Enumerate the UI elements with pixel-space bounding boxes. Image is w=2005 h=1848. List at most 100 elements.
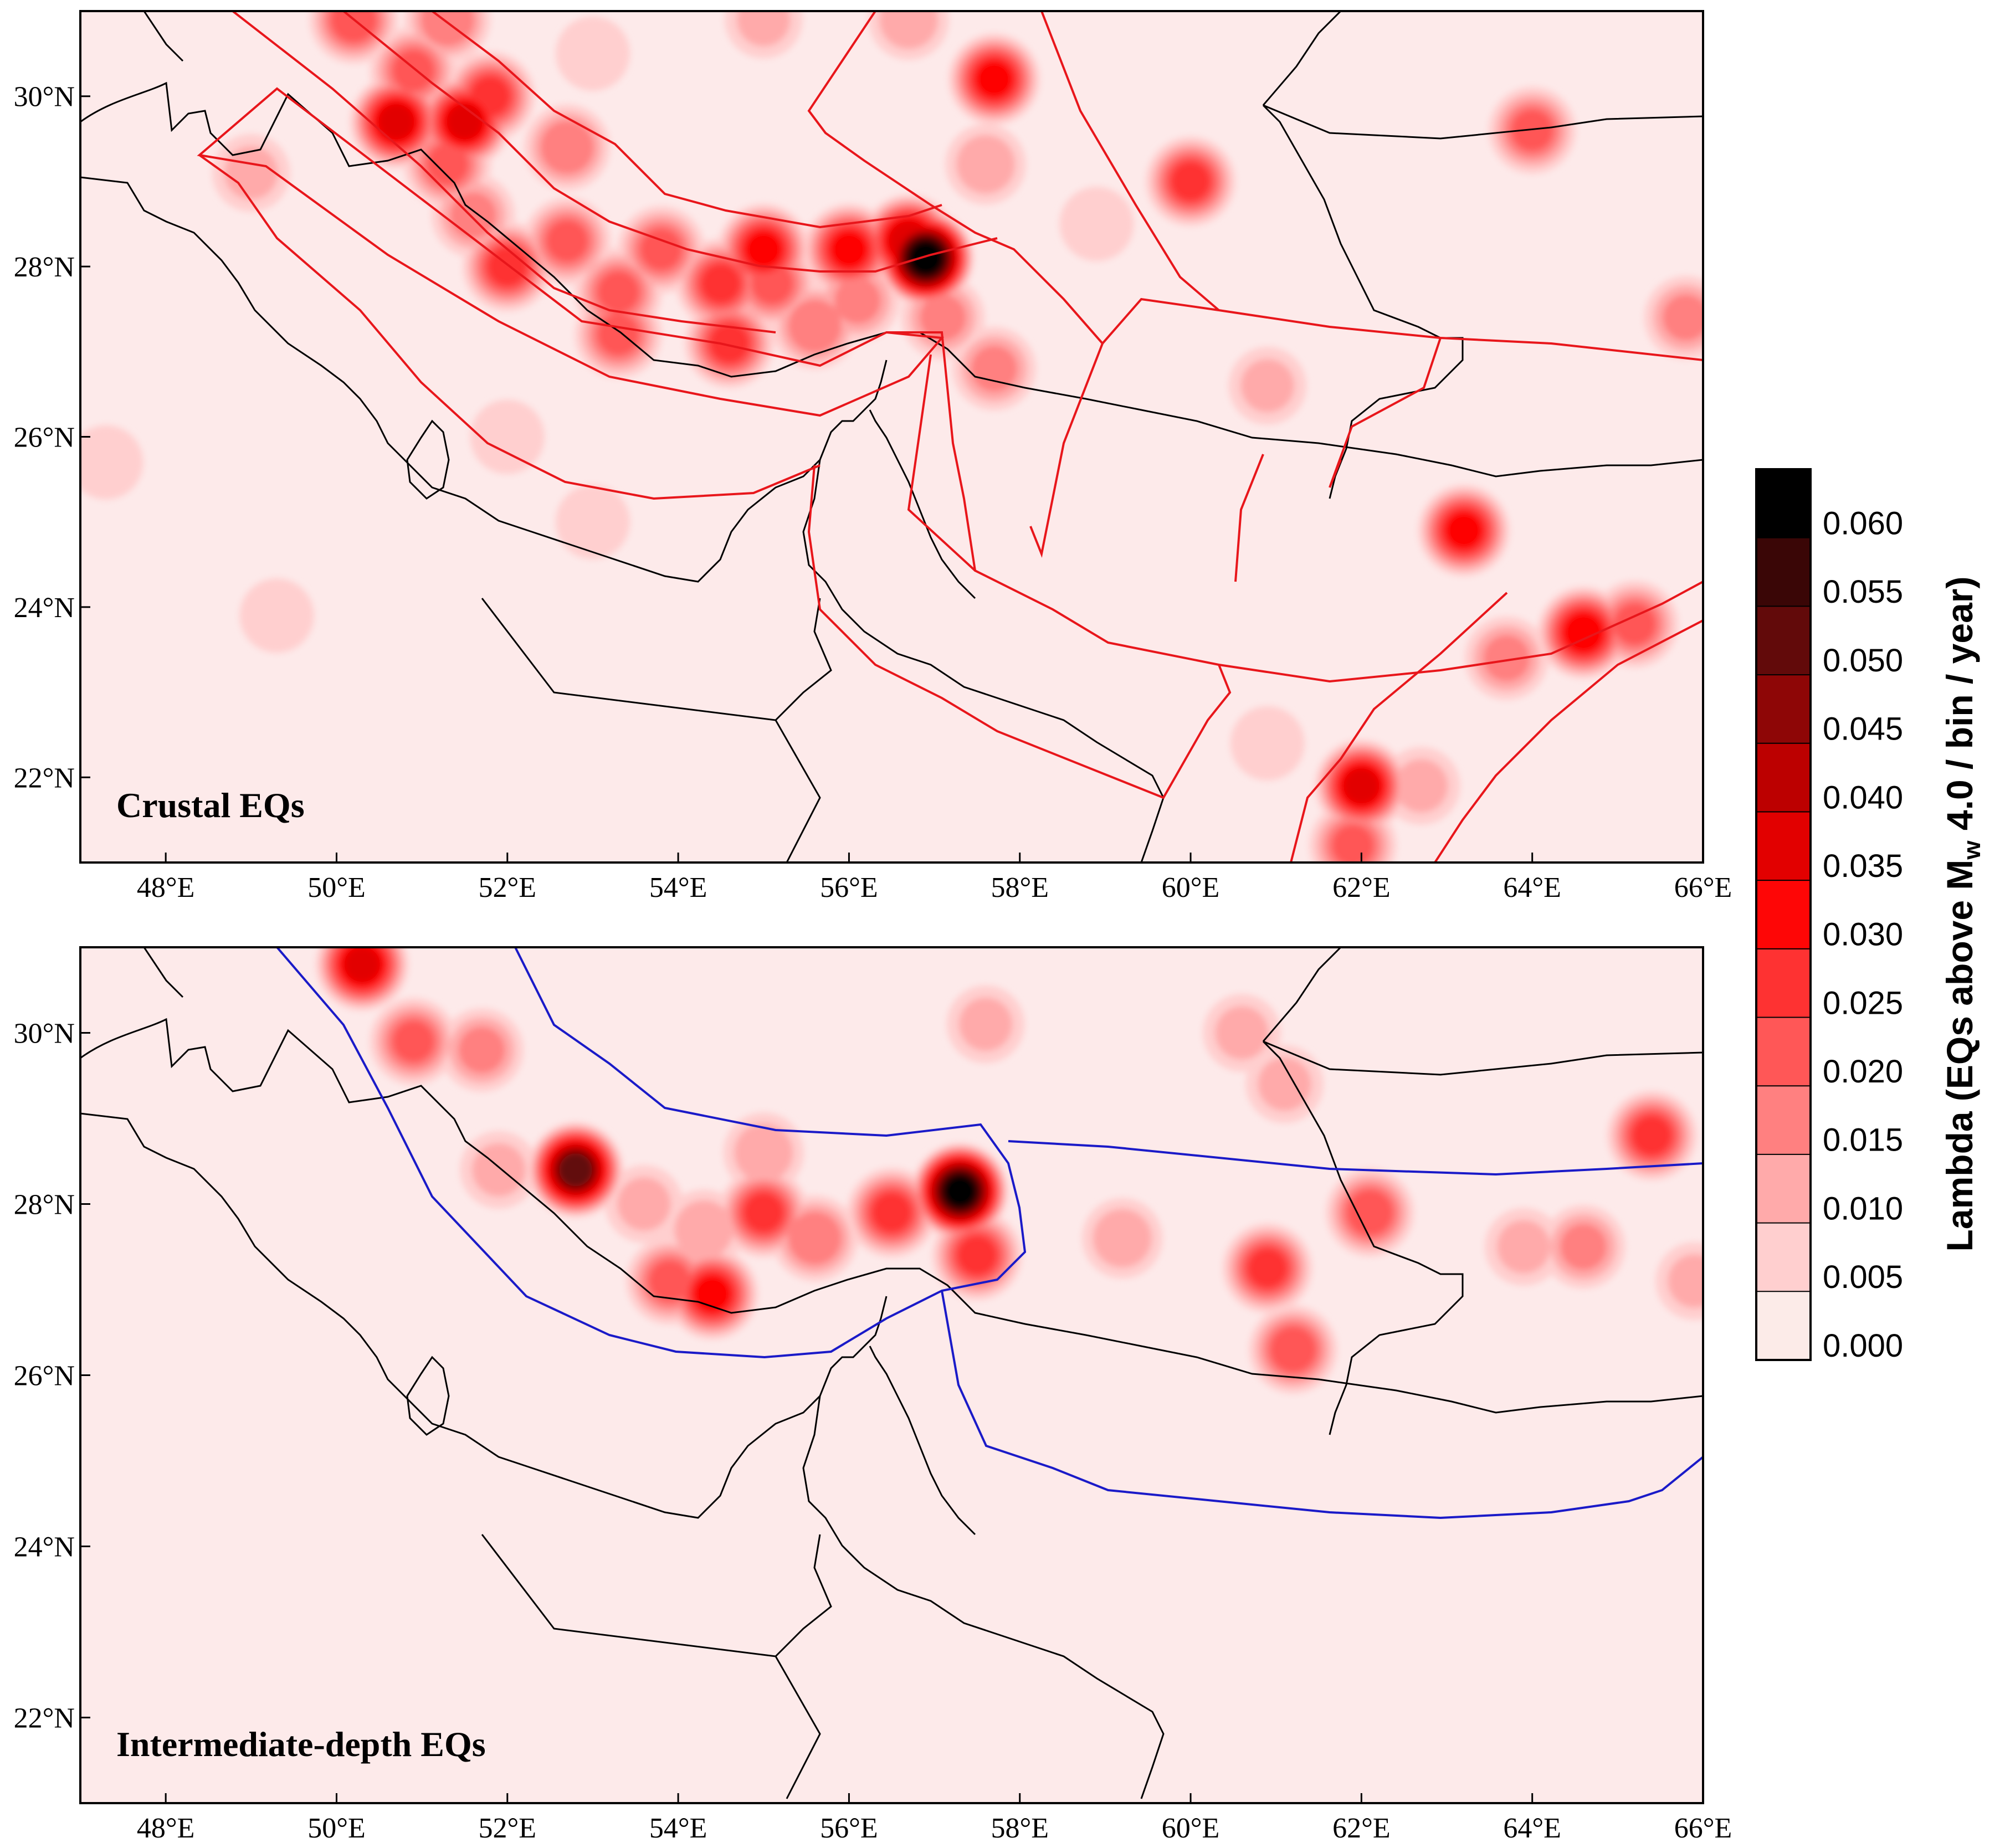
x-tick-label: 56°E [820, 1813, 878, 1844]
heat-spot [344, 947, 380, 983]
colorbar-tick-label: 0.045 [1823, 711, 1903, 747]
heat-spot [975, 60, 1013, 98]
intermediate-x-axis: 48°E 50°E 52°E 54°E 56°E 58°E 60°E 62°E 64°E 66°E [137, 1793, 1732, 1844]
heat-spot [458, 1026, 505, 1074]
heat-spot [1663, 294, 1703, 341]
heat-spot [1445, 511, 1483, 550]
heat-spot [944, 1175, 976, 1207]
colorbar-swatch [1756, 1017, 1811, 1087]
x-tick-label: 52°E [479, 1813, 537, 1844]
zone-outline [1008, 1140, 1703, 1176]
colorbar-swatch [1756, 1086, 1811, 1155]
crustal-heatmap [80, 11, 1703, 863]
heat-spot [224, 146, 278, 200]
heat-spot [540, 120, 594, 174]
heat-spot [1093, 1209, 1152, 1268]
colorbar-tick-label: 0.005 [1823, 1259, 1903, 1295]
y-tick-label: 30°N [14, 81, 75, 113]
intermediate-panel-title: Intermediate-depth EQs [116, 1724, 486, 1764]
heat-spot [1343, 768, 1380, 804]
heat-spot [879, 11, 939, 49]
crustal-panel: Crustal EQs 48°E 50°E 52°E 54°E 56°E 58°E 60°E… [14, 10, 1732, 904]
x-tick-label: 64°E [1503, 872, 1561, 904]
colorbar-swatch [1756, 606, 1811, 676]
heat-spot [378, 104, 414, 140]
heat-spot [788, 299, 842, 353]
heat-spot [597, 313, 640, 356]
intermediate-map-background [80, 947, 1703, 1803]
heat-spot [80, 425, 143, 500]
colorbar-tick-label: 0.040 [1823, 779, 1903, 815]
zone-outline [941, 1290, 1703, 1520]
colorbar-title-prefix: Lambda (EQs above M [1939, 860, 1980, 1252]
x-tick-label: 58°E [991, 1813, 1049, 1844]
colorbar-swatches [1756, 469, 1811, 1361]
zone-outline [232, 11, 776, 333]
heat-spot [1258, 1057, 1311, 1111]
heat-spot [1483, 635, 1530, 682]
colorbar-tick-label: 0.025 [1823, 985, 1903, 1021]
colorbar-tick-label: 0.015 [1823, 1122, 1903, 1158]
zone-outline [1290, 592, 1508, 863]
heat-spot [1560, 1223, 1607, 1270]
y-tick-label: 26°N [14, 422, 75, 454]
heat-spot [1394, 759, 1448, 813]
zone-outline [198, 154, 821, 500]
heat-spot [957, 1235, 997, 1275]
heat-spot [640, 228, 683, 271]
heat-spot [597, 271, 640, 314]
heat-spot [546, 219, 588, 263]
heat-spot [788, 1212, 842, 1265]
zone-outline [1101, 297, 1703, 361]
zone-outline [886, 331, 1703, 683]
zone-outline [431, 11, 942, 229]
heat-spot [1248, 1248, 1288, 1288]
heat-spot [1331, 824, 1375, 863]
colorbar-swatch [1756, 675, 1811, 744]
x-tick-label: 52°E [479, 872, 537, 904]
y-tick-label: 26°N [14, 1361, 75, 1392]
crustal-y-axis: 30°N 28°N 26°N 24°N 22°N [14, 81, 90, 794]
heat-spot [674, 1200, 734, 1259]
zone-outline [342, 11, 998, 273]
colorbar-tick-label: 0.050 [1823, 643, 1903, 679]
heat-spot [1346, 1189, 1393, 1236]
x-tick-label: 60°E [1162, 872, 1220, 904]
heat-spot [330, 11, 377, 43]
colorbar-title-sub: w [1958, 840, 1986, 860]
heat-spot [872, 1193, 911, 1233]
heat-spot [421, 11, 475, 47]
heat-spot [701, 264, 741, 304]
heat-spot [830, 230, 868, 269]
heat-spot [1270, 1326, 1317, 1373]
colorbar-swatch [1756, 469, 1811, 538]
heat-spot [958, 997, 1013, 1051]
heat-spot [1668, 1254, 1703, 1308]
x-tick-label: 62°E [1332, 1813, 1391, 1844]
x-tick-label: 64°E [1503, 1813, 1561, 1844]
intermediate-panel: Intermediate-depth EQs 48°E 50°E 52°E 54°E 5… [14, 946, 1732, 1844]
x-tick-label: 58°E [991, 872, 1049, 904]
colorbar-tick-labels: 0.060 0.055 0.050 0.045 0.040 0.035 0.030 0.025… [1823, 506, 1903, 1364]
zone-outline [197, 87, 945, 417]
x-tick-label: 66°E [1674, 872, 1732, 904]
colorbar: 0.060 0.055 0.050 0.045 0.040 0.035 0.030 0.025… [1755, 468, 1986, 1364]
x-tick-label: 48°E [137, 872, 195, 904]
heat-spot [736, 11, 791, 47]
heat-spot [1240, 358, 1295, 413]
colorbar-swatch [1756, 743, 1811, 813]
zone-outline [1040, 11, 1220, 311]
heat-spot [1171, 161, 1211, 201]
heat-spot [710, 323, 750, 363]
colorbar-swatch [1756, 948, 1811, 1018]
heat-spot [559, 1153, 592, 1187]
heat-spot [447, 104, 483, 140]
heat-spot [971, 345, 1018, 392]
zone-outline [907, 354, 976, 572]
colorbar-title-suffix: 4.0 / bin / year) [1939, 577, 1980, 841]
x-tick-label: 60°E [1162, 1813, 1220, 1844]
x-tick-label: 50°E [307, 872, 366, 904]
heat-spot [1059, 187, 1134, 261]
zone-outline [1329, 337, 1442, 488]
